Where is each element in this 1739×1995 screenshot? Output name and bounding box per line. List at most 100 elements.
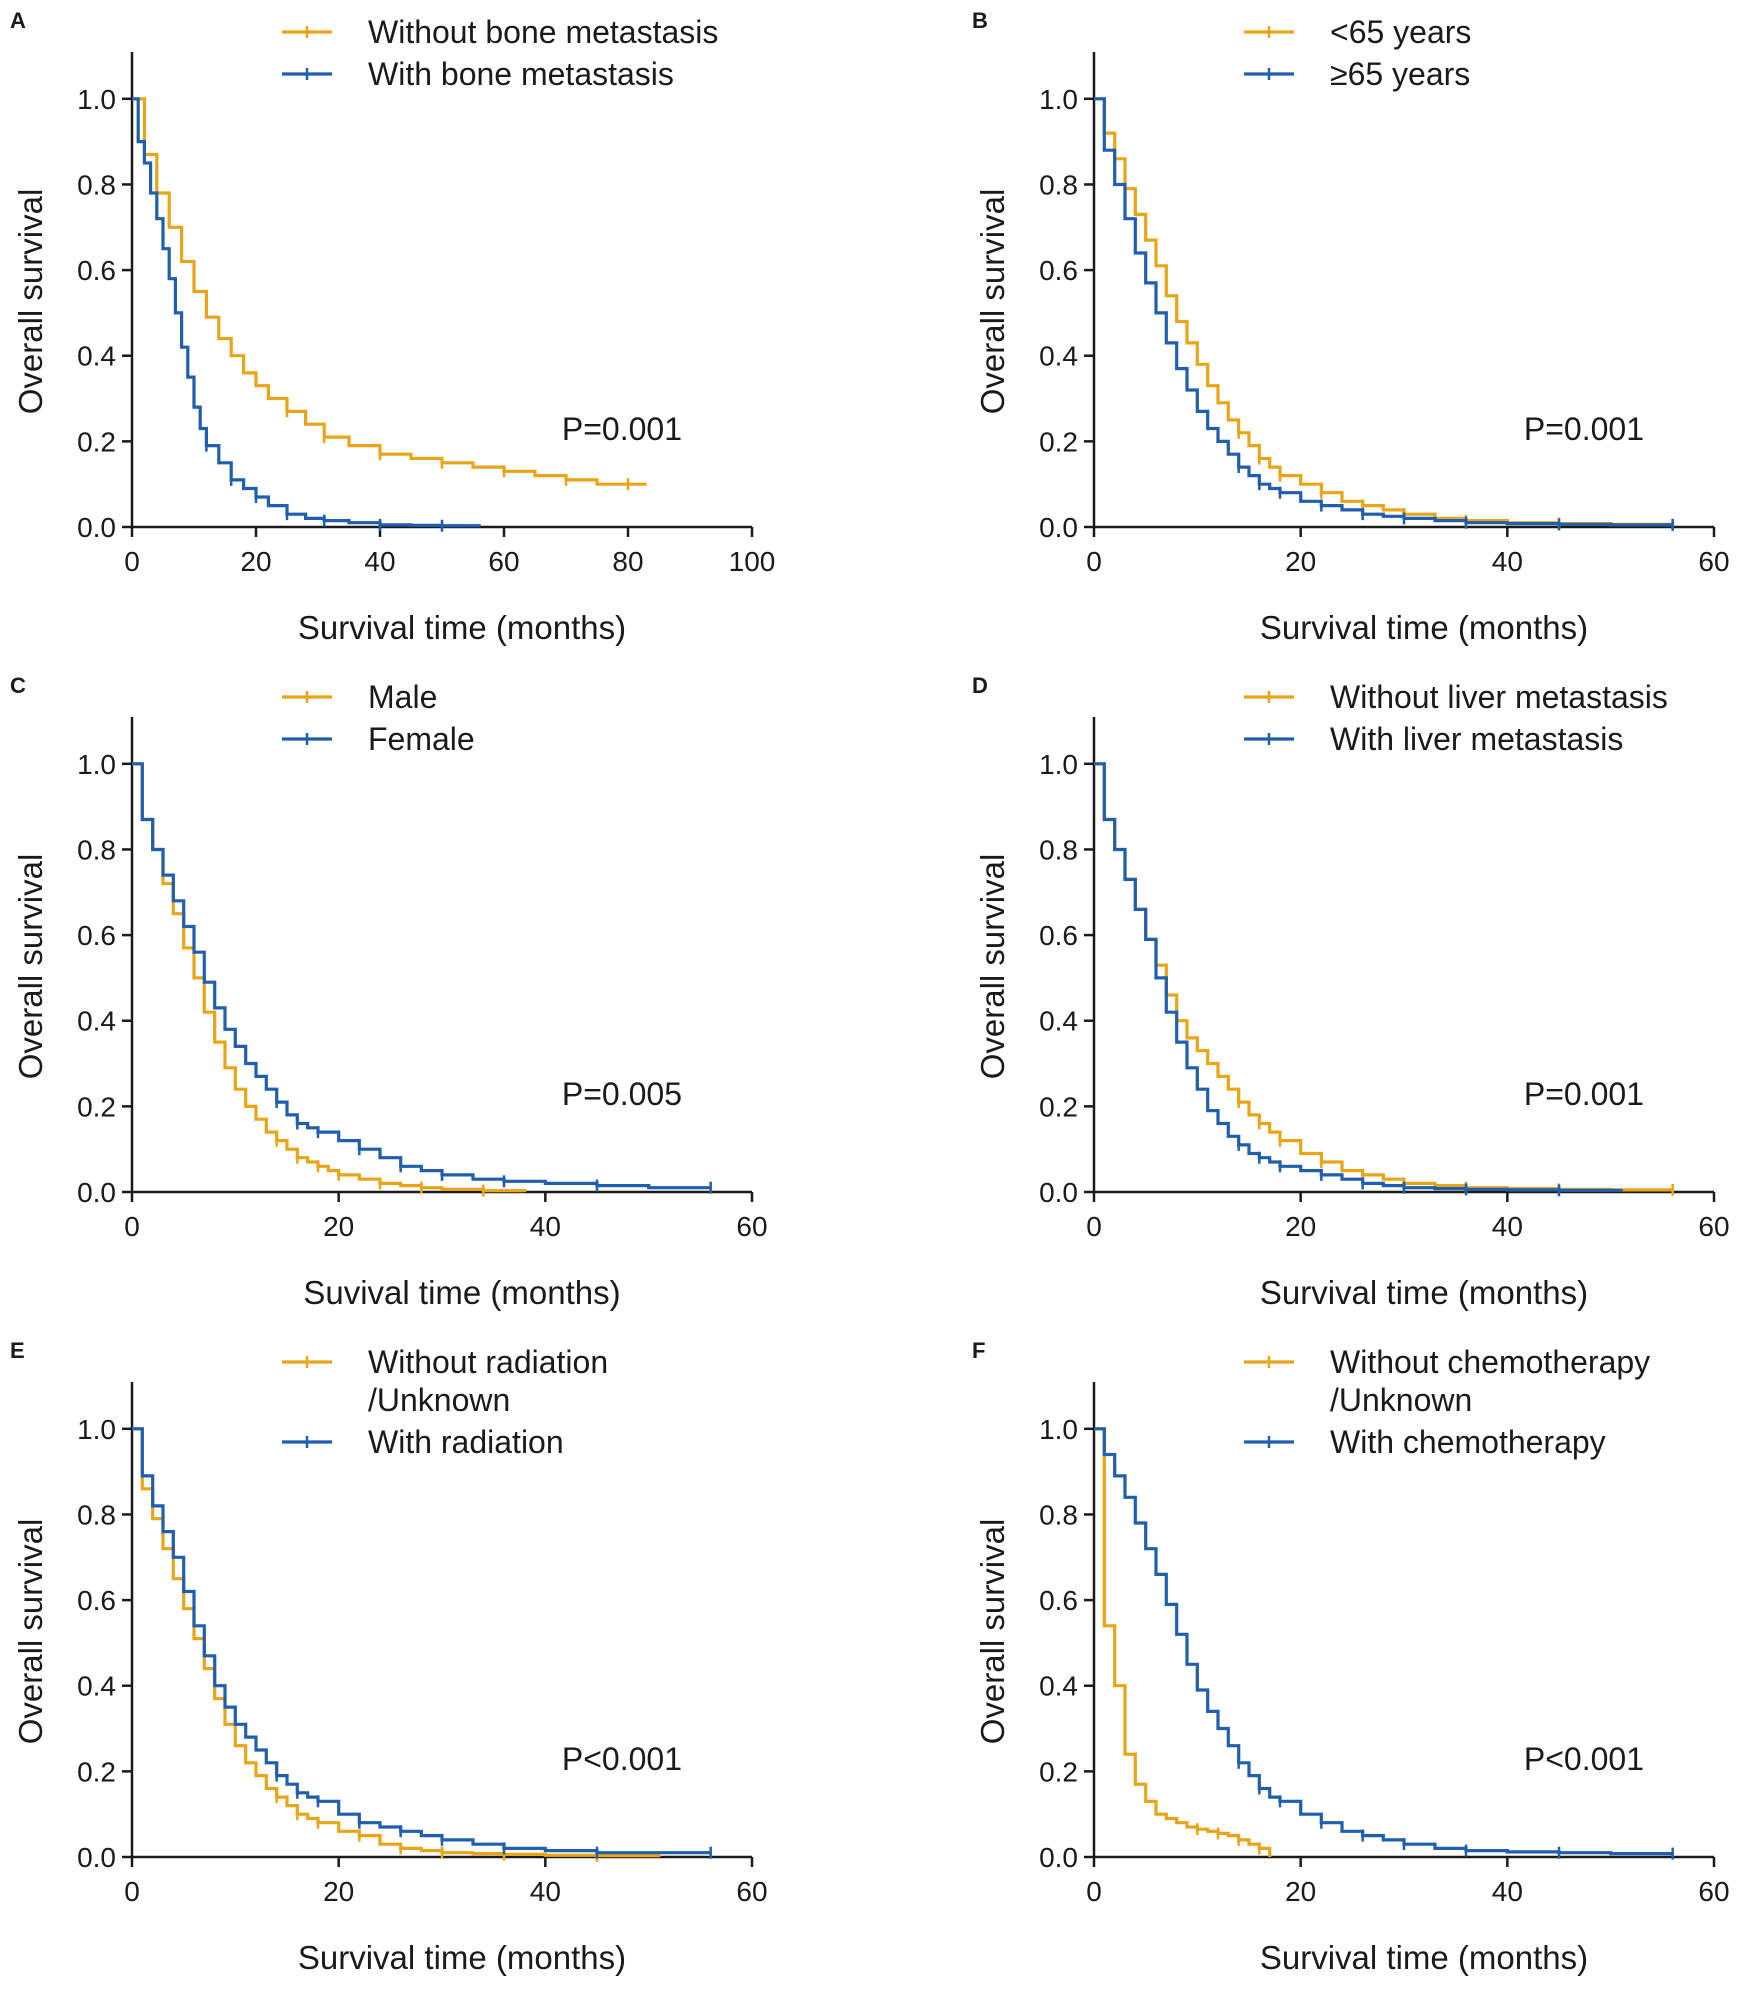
legend-item-0: Without liver metastasis bbox=[1244, 679, 1668, 715]
y-tick-label: 0.6 bbox=[77, 920, 116, 951]
y-axis-title: Overall survival bbox=[12, 854, 49, 1080]
y-tick-label: 0.8 bbox=[77, 1499, 116, 1530]
y-axis-title: Overall survival bbox=[974, 854, 1011, 1080]
panel-c: C 0.0 0.2 0.4 0.6 0.8 1.0 0 20 40 60 Suvival time (… bbox=[10, 673, 768, 1311]
y-tick-label: 0.2 bbox=[1039, 1091, 1078, 1122]
legend-label: Without liver metastasis bbox=[1330, 679, 1668, 715]
legend-item-0: <65 years bbox=[1244, 14, 1471, 50]
x-tick-label: 0 bbox=[1086, 1876, 1102, 1907]
y-tick-label: 0.8 bbox=[1039, 1499, 1078, 1530]
y-tick-label: 0.4 bbox=[1039, 1671, 1078, 1702]
legend-item-1: Female bbox=[282, 721, 475, 757]
p-value: P=0.001 bbox=[1524, 411, 1644, 447]
y-tick-label: 0.8 bbox=[77, 169, 116, 200]
y-tick-label: 0.6 bbox=[77, 1585, 116, 1616]
y-tick-label: 1.0 bbox=[1039, 749, 1078, 780]
panel-f: F 0.0 0.2 0.4 0.6 0.8 1.0 0 20 40 60 Survival time … bbox=[972, 1338, 1730, 1976]
y-tick-label: 0.0 bbox=[77, 512, 116, 543]
series-line-0 bbox=[132, 762, 527, 1193]
y-tick-label: 0.8 bbox=[1039, 834, 1078, 865]
p-value: P<0.001 bbox=[1524, 1741, 1644, 1777]
y-tick-label: 0.6 bbox=[1039, 1585, 1078, 1616]
panel-letter: F bbox=[972, 1338, 985, 1363]
x-tick-label: 40 bbox=[530, 1876, 561, 1907]
panel-e: E 0.0 0.2 0.4 0.6 0.8 1.0 0 20 40 60 Survival time … bbox=[10, 1338, 768, 1976]
p-value: P=0.001 bbox=[562, 411, 682, 447]
y-axis-title: Overall survival bbox=[974, 1519, 1011, 1745]
y-tick-label: 0.0 bbox=[77, 1842, 116, 1873]
y-tick-label: 0.4 bbox=[1039, 1006, 1078, 1037]
x-tick-label: 100 bbox=[729, 546, 776, 577]
x-tick-label: 20 bbox=[323, 1211, 354, 1242]
x-tick-label: 60 bbox=[1698, 546, 1729, 577]
series-line-0 bbox=[1094, 762, 1673, 1192]
x-tick-label: 60 bbox=[1698, 1211, 1729, 1242]
legend-item-1: ≥65 years bbox=[1244, 56, 1470, 92]
series-line-1 bbox=[132, 762, 711, 1190]
y-tick-label: 1.0 bbox=[77, 1414, 116, 1445]
legend-item-0: Without radiation/Unknown bbox=[282, 1344, 608, 1418]
legend-item-0: Male bbox=[282, 679, 437, 715]
legend-label: Without radiation bbox=[368, 1344, 608, 1380]
y-axis-title: Overall survival bbox=[12, 189, 49, 415]
x-axis-title: Survival time (months) bbox=[298, 609, 626, 646]
y-tick-label: 1.0 bbox=[1039, 84, 1078, 115]
x-tick-label: 20 bbox=[1285, 1211, 1316, 1242]
legend-label: With bone metastasis bbox=[368, 56, 674, 92]
panel-b: B 0.0 0.2 0.4 0.6 0.8 1.0 0 20 40 60 Survival time … bbox=[972, 8, 1730, 646]
x-tick-label: 20 bbox=[1285, 1876, 1316, 1907]
y-tick-label: 0.4 bbox=[77, 1671, 116, 1702]
p-value: P=0.005 bbox=[562, 1076, 682, 1112]
series-line-1 bbox=[1094, 1427, 1673, 1856]
series-line-1 bbox=[1094, 97, 1673, 527]
y-tick-label: 0.2 bbox=[1039, 1756, 1078, 1787]
x-tick-label: 40 bbox=[1492, 546, 1523, 577]
legend-label: /Unknown bbox=[1330, 1382, 1472, 1418]
legend-label: /Unknown bbox=[368, 1382, 510, 1418]
x-axis-title: Suvival time (months) bbox=[303, 1274, 620, 1311]
y-tick-label: 0.4 bbox=[1039, 341, 1078, 372]
series-line-1 bbox=[132, 1427, 711, 1855]
legend-label: Without chemotherapy bbox=[1330, 1344, 1650, 1380]
x-tick-label: 0 bbox=[124, 546, 140, 577]
y-axis-title: Overall survival bbox=[974, 189, 1011, 415]
legend-label: <65 years bbox=[1330, 14, 1471, 50]
y-tick-label: 0.4 bbox=[77, 341, 116, 372]
legend-item-1: With bone metastasis bbox=[282, 56, 674, 92]
y-axis-title: Overall survival bbox=[12, 1519, 49, 1745]
x-axis-title: Survival time (months) bbox=[1260, 609, 1588, 646]
y-tick-label: 0.6 bbox=[77, 255, 116, 286]
series-line-0 bbox=[1094, 97, 1675, 526]
legend-item-1: With radiation bbox=[282, 1424, 564, 1460]
panel-letter: B bbox=[972, 8, 988, 33]
x-tick-label: 0 bbox=[124, 1876, 140, 1907]
y-tick-label: 0.2 bbox=[77, 1756, 116, 1787]
legend-label: Female bbox=[368, 721, 475, 757]
panel-letter: C bbox=[10, 673, 26, 698]
y-tick-label: 0.2 bbox=[77, 1091, 116, 1122]
x-tick-label: 20 bbox=[240, 546, 271, 577]
legend-label: With chemotherapy bbox=[1330, 1424, 1606, 1460]
x-tick-label: 20 bbox=[323, 1876, 354, 1907]
p-value: P<0.001 bbox=[562, 1741, 682, 1777]
panel-d: D 0.0 0.2 0.4 0.6 0.8 1.0 0 20 40 60 Survival time … bbox=[972, 673, 1730, 1311]
y-tick-label: 1.0 bbox=[1039, 1414, 1078, 1445]
legend-item-1: With liver metastasis bbox=[1244, 721, 1623, 757]
legend-label: Male bbox=[368, 679, 437, 715]
y-tick-label: 0.2 bbox=[77, 426, 116, 457]
panel-a: A 0.0 0.2 0.4 0.6 0.8 1.0 0 20 40 60 80 100 Survival … bbox=[10, 8, 775, 646]
panel-letter: A bbox=[10, 8, 26, 33]
x-tick-label: 40 bbox=[1492, 1876, 1523, 1907]
legend-label: With liver metastasis bbox=[1330, 721, 1623, 757]
x-tick-label: 0 bbox=[1086, 546, 1102, 577]
legend-label: Without bone metastasis bbox=[368, 14, 718, 50]
x-tick-label: 60 bbox=[736, 1876, 767, 1907]
legend-label: With radiation bbox=[368, 1424, 564, 1460]
y-tick-label: 0.8 bbox=[1039, 169, 1078, 200]
x-tick-label: 40 bbox=[1492, 1211, 1523, 1242]
legend-label: ≥65 years bbox=[1330, 56, 1470, 92]
y-tick-label: 0.6 bbox=[1039, 255, 1078, 286]
y-tick-label: 0.0 bbox=[1039, 1177, 1078, 1208]
y-tick-label: 0.0 bbox=[77, 1177, 116, 1208]
x-tick-label: 40 bbox=[364, 546, 395, 577]
